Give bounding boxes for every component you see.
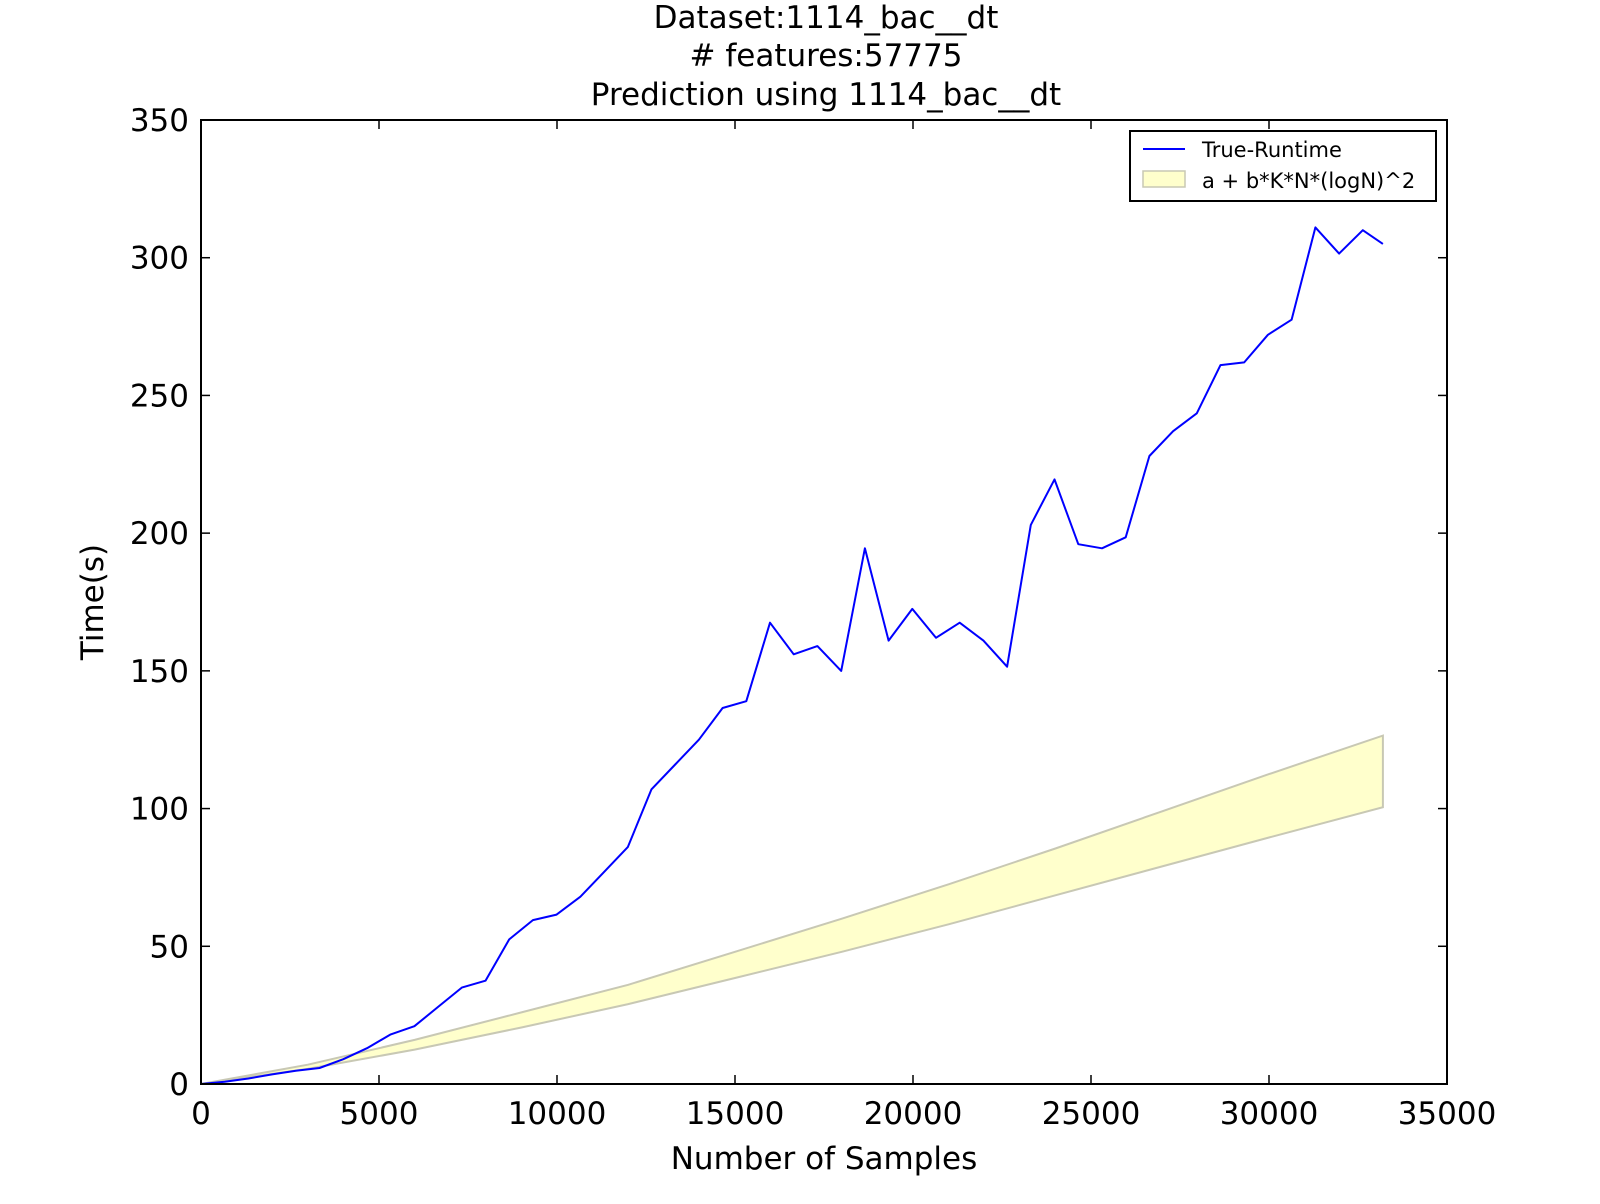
series-line-0	[200, 226, 1384, 1085]
y-tick-label: 200	[130, 516, 189, 552]
y-tick-label: 300	[130, 241, 189, 277]
y-tick-label: 0	[169, 1067, 189, 1103]
y-tick-label: 100	[130, 792, 189, 828]
chart-title: Dataset:1114_bac__dt # features:57775 Pr…	[591, 0, 1061, 113]
x-tick-label: 30000	[1220, 1096, 1319, 1132]
x-tick-label: 0	[191, 1096, 211, 1132]
x-tick-label: 25000	[1042, 1096, 1141, 1132]
prediction-band-layer	[200, 734, 1384, 1085]
y-tick-label: 150	[130, 654, 189, 690]
legend-true-runtime-label: True-Runtime	[1201, 138, 1342, 162]
legend-box	[1129, 130, 1437, 202]
legend-band-swatch	[1142, 170, 1186, 188]
x-tick-label: 35000	[1398, 1096, 1497, 1132]
chart-title-line-1: Dataset:1114_bac__dt	[654, 0, 999, 36]
chart-title-line-3: Prediction using 1114_bac__dt	[591, 77, 1061, 113]
plot-area-frame	[200, 119, 1448, 1085]
legend-band-label: a + b*K*N*(logN)^2	[1202, 169, 1415, 193]
y-tick-label: 250	[130, 378, 189, 414]
chart-title-line-2: # features:57775	[690, 38, 963, 74]
legend: True-Runtime a + b*K*N*(logN)^2	[1129, 130, 1437, 202]
x-tick-label: 20000	[864, 1096, 963, 1132]
y-axis-ticks: 0 50 100 150 200 250 300 350	[130, 103, 1447, 1103]
runtime-line-layer	[200, 226, 1384, 1085]
x-axis-label: Number of Samples	[671, 1141, 978, 1177]
y-tick-label: 50	[150, 929, 189, 965]
x-axis-ticks: 0 5000 10000 15000 20000 25000 30000 35000	[191, 120, 1496, 1132]
x-tick-label: 5000	[340, 1096, 419, 1132]
prediction-band	[200, 734, 1384, 1085]
x-tick-label: 15000	[686, 1096, 785, 1132]
y-axis-label: Time(s)	[75, 544, 111, 661]
y-tick-label: 350	[130, 103, 189, 139]
x-tick-label: 10000	[508, 1096, 607, 1132]
